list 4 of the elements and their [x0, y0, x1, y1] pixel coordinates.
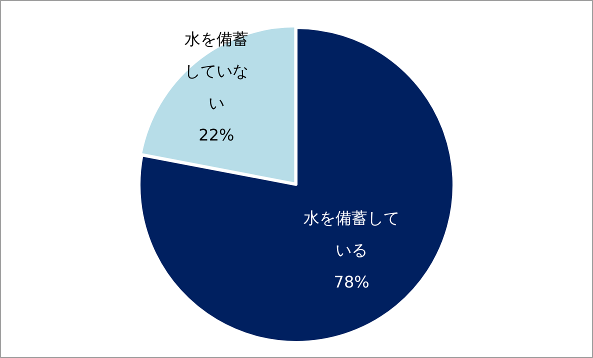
data-label: 78%: [334, 272, 370, 292]
data-label: 22%: [198, 125, 234, 144]
slice-label: 水を備蓄している: [304, 208, 400, 260]
slice-label: 水を備蓄していない: [184, 29, 248, 112]
